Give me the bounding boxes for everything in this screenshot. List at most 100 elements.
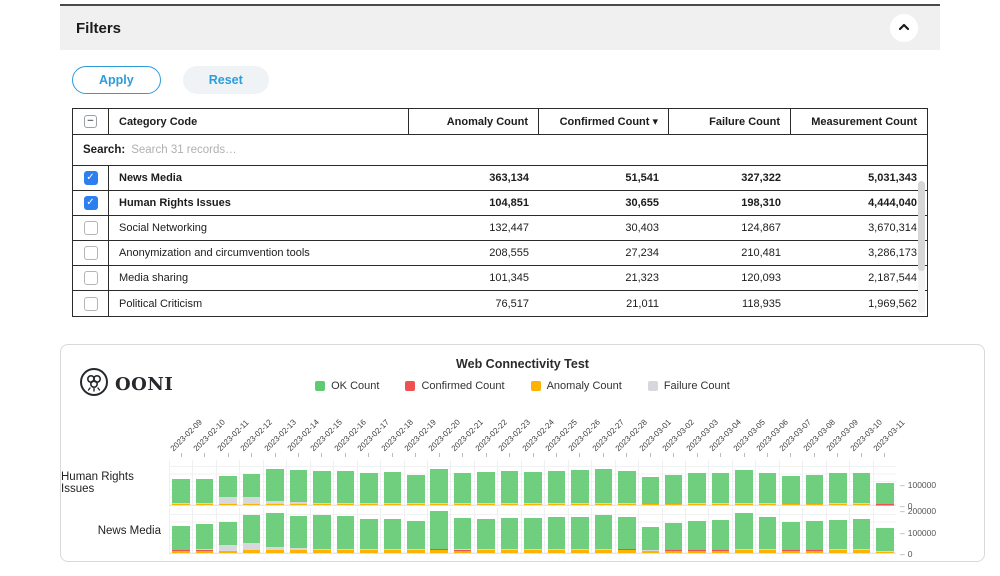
stacked-bar[interactable] — [501, 518, 519, 553]
stacked-bar[interactable] — [642, 477, 660, 505]
bar-segment-anomaly-count[interactable] — [360, 550, 378, 553]
bar-segment-anomaly-count[interactable] — [782, 504, 800, 505]
stacked-bar[interactable] — [454, 518, 472, 553]
stacked-bar[interactable] — [571, 470, 589, 505]
bar-segment-ok-count[interactable] — [806, 521, 824, 549]
stacked-bar[interactable] — [759, 473, 777, 505]
stacked-bar[interactable] — [243, 515, 261, 553]
scrollbar-thumb[interactable] — [918, 181, 925, 271]
bar-segment-ok-count[interactable] — [454, 518, 472, 549]
bar-segment-ok-count[interactable] — [172, 526, 190, 550]
column-header-anomaly[interactable]: Anomaly Count — [409, 109, 539, 134]
row-checkbox[interactable] — [84, 297, 98, 311]
bar-segment-ok-count[interactable] — [642, 477, 660, 504]
bar-segment-anomaly-count[interactable] — [477, 550, 495, 553]
bar-segment-anomaly-count[interactable] — [337, 504, 355, 505]
stacked-bar[interactable] — [290, 470, 308, 505]
bar-segment-ok-count[interactable] — [360, 473, 378, 504]
stacked-bar[interactable] — [196, 479, 214, 505]
bar-segment-failure-count[interactable] — [243, 543, 261, 550]
stacked-bar[interactable] — [688, 473, 706, 505]
bar-segment-ok-count[interactable] — [219, 476, 237, 497]
stacked-bar[interactable] — [782, 522, 800, 553]
bar-segment-anomaly-count[interactable] — [688, 551, 706, 553]
bar-segment-ok-count[interactable] — [407, 521, 425, 549]
bar-segment-ok-count[interactable] — [759, 473, 777, 504]
bar-segment-anomaly-count[interactable] — [688, 504, 706, 505]
bar-segment-anomaly-count[interactable] — [501, 504, 519, 505]
bar-segment-ok-count[interactable] — [571, 517, 589, 550]
bar-segment-ok-count[interactable] — [782, 476, 800, 504]
bar-segment-anomaly-count[interactable] — [876, 552, 894, 553]
stacked-bar[interactable] — [243, 474, 261, 505]
bar-segment-anomaly-count[interactable] — [243, 550, 261, 553]
bar-segment-anomaly-count[interactable] — [454, 504, 472, 505]
bar-segment-anomaly-count[interactable] — [642, 504, 660, 505]
bar-segment-ok-count[interactable] — [454, 473, 472, 503]
bar-segment-ok-count[interactable] — [571, 470, 589, 503]
bar-segment-ok-count[interactable] — [782, 522, 800, 550]
bar-segment-anomaly-count[interactable] — [384, 550, 402, 553]
column-header-failure[interactable]: Failure Count — [669, 109, 791, 134]
stacked-bar[interactable] — [360, 473, 378, 505]
stacked-bar[interactable] — [337, 516, 355, 553]
bar-segment-ok-count[interactable] — [243, 515, 261, 543]
stacked-bar[interactable] — [407, 521, 425, 553]
bar-segment-ok-count[interactable] — [806, 475, 824, 504]
stacked-bar[interactable] — [595, 469, 613, 505]
bar-segment-anomaly-count[interactable] — [876, 505, 894, 506]
stacked-bar[interactable] — [172, 526, 190, 553]
stacked-bar[interactable] — [548, 517, 566, 553]
stacked-bar[interactable] — [618, 471, 636, 505]
bar-segment-anomaly-count[interactable] — [313, 504, 331, 505]
bar-segment-ok-count[interactable] — [360, 519, 378, 549]
bar-segment-anomaly-count[interactable] — [712, 551, 730, 553]
bar-segment-ok-count[interactable] — [665, 523, 683, 550]
bar-segment-anomaly-count[interactable] — [243, 504, 261, 505]
bar-segment-anomaly-count[interactable] — [735, 550, 753, 553]
stacked-bar[interactable] — [477, 519, 495, 553]
column-header-measurement[interactable]: Measurement Count — [791, 109, 927, 134]
bar-segment-anomaly-count[interactable] — [665, 551, 683, 553]
bar-segment-anomaly-count[interactable] — [759, 550, 777, 553]
bar-segment-anomaly-count[interactable] — [806, 504, 824, 505]
stacked-bar[interactable] — [196, 524, 214, 553]
bar-segment-anomaly-count[interactable] — [595, 550, 613, 553]
bar-segment-ok-count[interactable] — [196, 524, 214, 550]
apply-button[interactable]: Apply — [72, 66, 161, 94]
bar-segment-anomaly-count[interactable] — [548, 504, 566, 505]
bar-segment-ok-count[interactable] — [642, 527, 660, 550]
stacked-bar[interactable] — [829, 473, 847, 505]
stacked-bar[interactable] — [876, 528, 894, 553]
reset-button[interactable]: Reset — [183, 66, 269, 94]
bar-segment-anomaly-count[interactable] — [430, 550, 448, 553]
stacked-bar[interactable] — [219, 476, 237, 505]
bar-segment-anomaly-count[interactable] — [219, 504, 237, 505]
row-checkbox[interactable]: ✓ — [84, 171, 98, 185]
bar-segment-ok-count[interactable] — [290, 470, 308, 502]
bar-segment-anomaly-count[interactable] — [642, 551, 660, 553]
bar-segment-anomaly-count[interactable] — [806, 551, 824, 553]
stacked-bar[interactable] — [712, 520, 730, 553]
stacked-bar[interactable] — [430, 511, 448, 553]
column-header-category[interactable]: Category Code — [109, 109, 409, 134]
bar-segment-anomaly-count[interactable] — [501, 550, 519, 553]
bar-segment-anomaly-count[interactable] — [337, 550, 355, 553]
stacked-bar[interactable] — [407, 475, 425, 505]
stacked-bar[interactable] — [571, 517, 589, 553]
column-header-confirmed[interactable]: Confirmed Count ▾ — [539, 109, 669, 134]
stacked-bar[interactable] — [524, 518, 542, 553]
stacked-bar[interactable] — [712, 473, 730, 505]
bar-segment-anomaly-count[interactable] — [759, 504, 777, 505]
bar-segment-ok-count[interactable] — [876, 528, 894, 552]
bar-segment-anomaly-count[interactable] — [313, 550, 331, 553]
bar-segment-anomaly-count[interactable] — [477, 504, 495, 505]
bar-segment-ok-count[interactable] — [266, 469, 284, 501]
stacked-bar[interactable] — [524, 472, 542, 505]
bar-segment-anomaly-count[interactable] — [853, 504, 871, 505]
stacked-bar[interactable] — [642, 527, 660, 553]
bar-segment-ok-count[interactable] — [219, 522, 237, 546]
bar-segment-anomaly-count[interactable] — [290, 550, 308, 553]
bar-segment-ok-count[interactable] — [430, 469, 448, 503]
bar-segment-anomaly-count[interactable] — [595, 504, 613, 505]
